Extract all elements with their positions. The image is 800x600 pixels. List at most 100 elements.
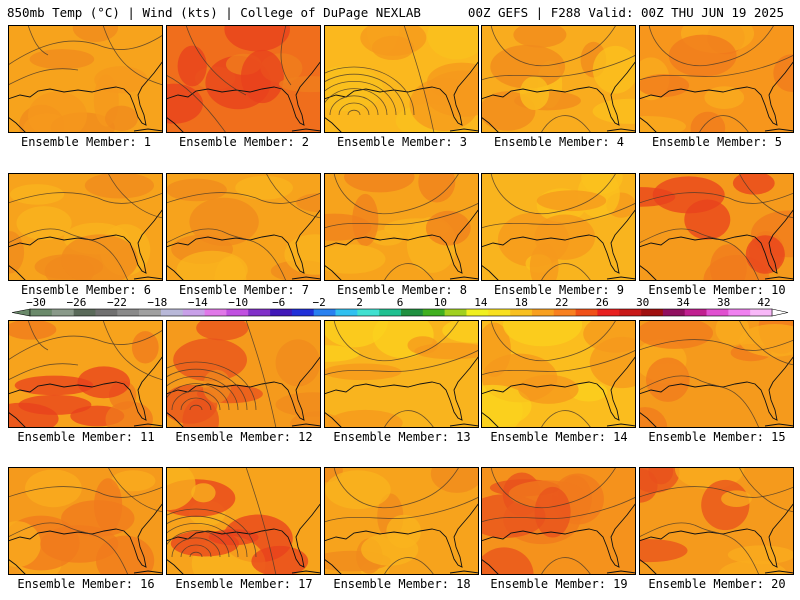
coastline: [8, 208, 163, 274]
contour-line: [540, 557, 592, 575]
colorbar-tick-label: 38: [717, 296, 730, 309]
contour-line: [490, 320, 617, 362]
contour-line: [324, 66, 415, 116]
colorbar-swatch: [750, 309, 773, 316]
temperature-region: [61, 234, 139, 281]
panel-border: [481, 173, 636, 281]
temperature-region: [536, 190, 607, 212]
colorbar-svg: −30 −26 −22 −18 −14 −10 −6 −2 2 6 10 14 18 22 26 30 34 38…: [11, 296, 789, 317]
temperature-region: [214, 256, 247, 281]
coastline: [764, 128, 794, 132]
ensemble-member-label: Ensemble Member: 10: [648, 283, 786, 297]
contour-line: [166, 228, 287, 281]
ensemble-member-label: Ensemble Member: 6: [20, 283, 152, 297]
colorbar-swatch: [641, 309, 664, 316]
coastline: [639, 355, 794, 421]
ensemble-panel: [8, 173, 163, 281]
coastline: [166, 502, 321, 568]
panel-border: [8, 173, 163, 281]
temperature-region: [427, 25, 479, 60]
coastline: [481, 60, 636, 126]
contour-line: [8, 68, 79, 86]
colorbar-tick-label: 26: [596, 296, 609, 309]
coastline: [291, 276, 321, 280]
temperature-region: [189, 197, 259, 246]
temperature-region: [481, 547, 534, 575]
temperature-map: [166, 320, 321, 428]
contour-line: [324, 81, 397, 116]
contour-line: [347, 109, 361, 116]
coastline: [481, 558, 500, 575]
temperature-region: [503, 320, 583, 347]
ensemble-panel: [639, 25, 794, 133]
temperature-region: [29, 49, 95, 70]
temperature-region: [9, 184, 65, 205]
contour-line: [245, 320, 277, 428]
coastline: [639, 208, 794, 274]
colorbar-tick-label: 10: [434, 296, 447, 309]
temperature-region: [639, 74, 690, 97]
coastline: [291, 423, 321, 427]
coastline: [166, 264, 185, 281]
coastline: [639, 502, 794, 568]
contour-line: [333, 467, 460, 509]
ensemble-panel: [481, 467, 636, 575]
temperature-region: [173, 338, 247, 382]
ensemble-panel: [324, 173, 479, 281]
contour-line: [166, 368, 248, 411]
contour-line: [8, 192, 163, 204]
contour-line: [639, 522, 760, 575]
ensemble-panel: [8, 467, 163, 575]
contour-line: [27, 25, 49, 56]
ensemble-member-label: Ensemble Member: 17: [175, 577, 313, 591]
coastline: [166, 558, 185, 575]
temperature-map: [324, 173, 479, 281]
temperature-region: [324, 320, 389, 348]
temperature-region: [727, 545, 794, 565]
coastline: [166, 116, 185, 133]
temperature-region: [773, 54, 794, 92]
contour-line: [383, 557, 435, 575]
panel-border: [166, 25, 321, 133]
temperature-region: [8, 320, 57, 340]
panel-border: [324, 467, 479, 575]
temperature-region: [275, 339, 321, 387]
contour-line: [324, 88, 388, 116]
temperature-region: [739, 324, 794, 357]
colorbar-swatch: [73, 309, 96, 316]
ensemble-member-label: Ensemble Member: 12: [175, 430, 313, 444]
temperature-region: [442, 320, 479, 343]
temperature-region: [111, 470, 156, 492]
contour-line: [27, 320, 49, 351]
contour-line: [171, 390, 221, 411]
colorbar-swatch: [575, 309, 598, 316]
ensemble-panel: [639, 320, 794, 428]
contour-line: [639, 375, 760, 428]
ensemble-panel: [639, 467, 794, 575]
ensemble-member-label: Ensemble Member: 3: [336, 135, 468, 149]
colorbar-swatch: [117, 309, 140, 316]
temperature-region: [646, 357, 690, 402]
coastline: [449, 570, 479, 574]
contour-line: [639, 228, 760, 281]
temperature-region: [131, 331, 159, 364]
temperature-region: [324, 363, 402, 381]
contour-line: [8, 329, 163, 361]
coastline: [324, 60, 479, 126]
ensemble-panel: [324, 320, 479, 428]
colorbar-swatch: [619, 309, 642, 316]
temperature-region: [414, 342, 479, 360]
temperature-region: [72, 25, 119, 42]
coastline: [481, 411, 500, 428]
contour-line: [8, 522, 129, 575]
coastline: [291, 570, 321, 574]
temperature-region: [569, 381, 608, 402]
coastline: [606, 570, 636, 574]
coastline: [8, 355, 163, 421]
panel-border: [481, 320, 636, 428]
temperature-region: [710, 244, 747, 281]
coastline: [639, 411, 658, 428]
temperature-map: [8, 173, 163, 281]
temperature-region: [224, 25, 290, 52]
temperature-map: [639, 467, 794, 575]
